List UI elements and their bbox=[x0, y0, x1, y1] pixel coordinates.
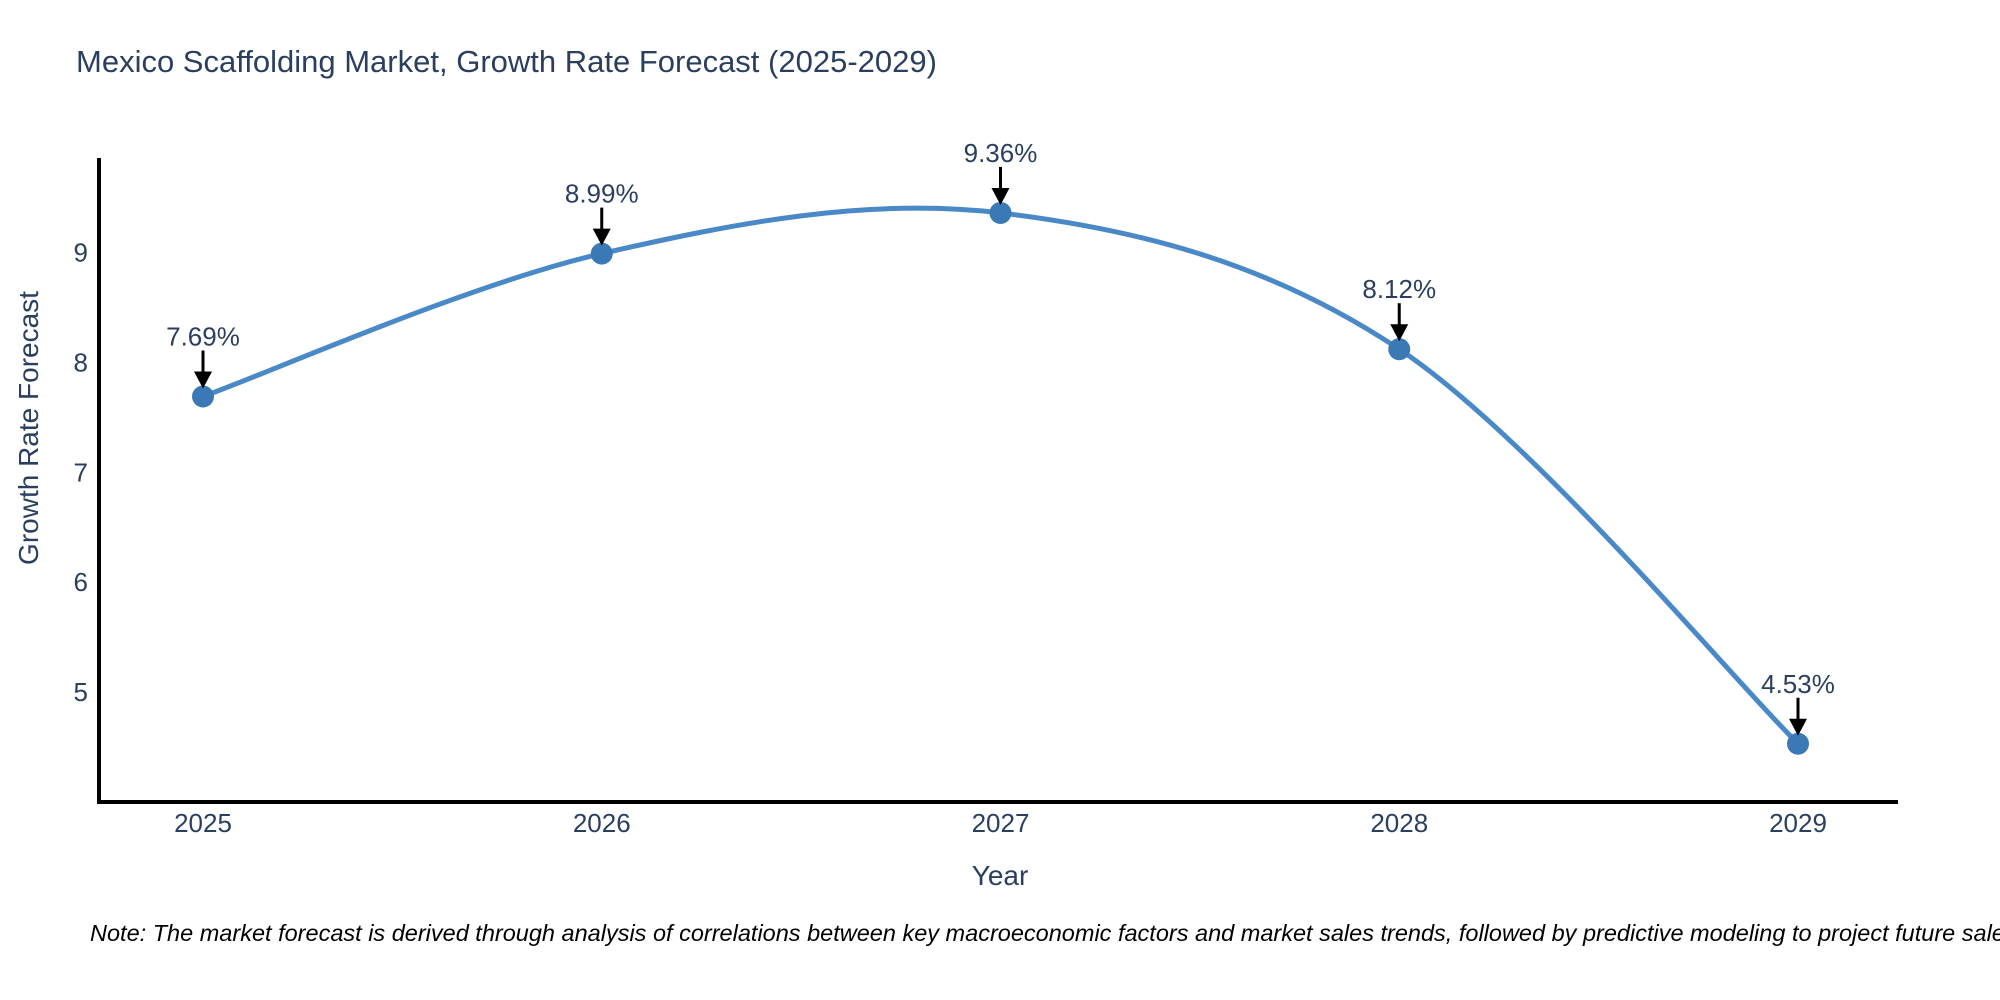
x-tick-label: 2029 bbox=[1769, 808, 1827, 838]
annotation-label: 4.53% bbox=[1761, 669, 1835, 699]
annotation-label: 8.99% bbox=[565, 179, 639, 209]
annotation-label: 9.36% bbox=[964, 138, 1038, 168]
y-axis-title: Growth Rate Forecast bbox=[13, 291, 44, 565]
y-tick-label: 8 bbox=[74, 347, 88, 377]
y-tick-label: 9 bbox=[74, 238, 88, 268]
y-tick-label: 5 bbox=[74, 677, 88, 707]
x-tick-label: 2025 bbox=[174, 808, 232, 838]
annotation-arrowhead-icon bbox=[1789, 718, 1807, 736]
forecast-line bbox=[200, 205, 1801, 747]
annotation-arrowhead-icon bbox=[1390, 324, 1409, 342]
x-tick-label: 2028 bbox=[1370, 808, 1428, 838]
annotation-label: 8.12% bbox=[1362, 274, 1436, 304]
y-tick-label: 6 bbox=[74, 567, 88, 597]
annotation-arrowhead-icon bbox=[592, 228, 611, 246]
data-point-2028[interactable] bbox=[1388, 338, 1411, 361]
annotation-arrowhead-icon bbox=[194, 371, 212, 389]
annotation-arrowhead-icon bbox=[991, 187, 1010, 205]
footnote: Note: The market forecast is derived thr… bbox=[90, 920, 2000, 946]
x-tick-label: 2026 bbox=[573, 808, 631, 838]
data-point-2027[interactable] bbox=[989, 201, 1012, 224]
x-axis-title: Year bbox=[971, 860, 1029, 891]
chart-title: Mexico Scaffolding Market, Growth Rate F… bbox=[76, 44, 937, 79]
data-point-2025[interactable] bbox=[192, 385, 214, 408]
data-point-2026[interactable] bbox=[590, 242, 613, 265]
data-point-2029[interactable] bbox=[1787, 732, 1809, 755]
x-tick-label: 2027 bbox=[972, 808, 1030, 838]
annotation-label: 7.69% bbox=[166, 321, 240, 351]
y-tick-label: 7 bbox=[74, 457, 88, 487]
